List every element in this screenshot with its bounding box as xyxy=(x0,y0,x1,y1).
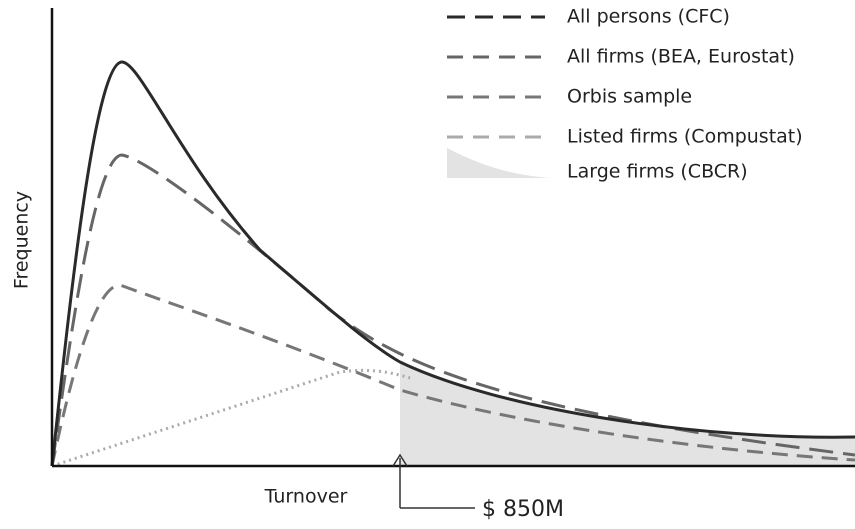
threshold-label: $ 850M xyxy=(482,497,564,522)
legend-swatch xyxy=(447,148,550,178)
y-axis-label: Frequency xyxy=(11,191,33,289)
legend-label: Orbis sample xyxy=(567,86,692,108)
all-firms-curve xyxy=(50,153,855,467)
legend-label: All firms (BEA, Eurostat) xyxy=(567,46,795,68)
legend-label: All persons (CFC) xyxy=(567,6,730,28)
large-firms-area xyxy=(400,362,855,466)
threshold-arrow xyxy=(392,453,475,509)
listed-firms-curve xyxy=(51,368,411,468)
all-persons-curve xyxy=(50,60,855,467)
x-axis-label: Turnover xyxy=(264,486,348,508)
legend-label: Listed firms (Compustat) xyxy=(567,126,803,148)
orbis-curve xyxy=(50,283,855,467)
legend-label: Large firms (CBCR) xyxy=(567,161,748,183)
